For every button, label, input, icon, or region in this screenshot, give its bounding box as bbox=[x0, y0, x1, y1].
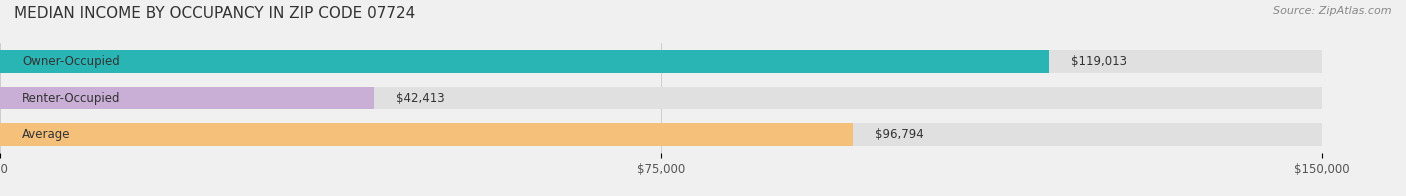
Text: Owner-Occupied: Owner-Occupied bbox=[22, 55, 120, 68]
Text: MEDIAN INCOME BY OCCUPANCY IN ZIP CODE 07724: MEDIAN INCOME BY OCCUPANCY IN ZIP CODE 0… bbox=[14, 6, 415, 21]
Text: Average: Average bbox=[22, 128, 70, 141]
Text: $42,413: $42,413 bbox=[395, 92, 444, 104]
Bar bbox=[0, 50, 1322, 73]
Bar bbox=[0, 87, 374, 109]
Text: $119,013: $119,013 bbox=[1070, 55, 1126, 68]
Text: Source: ZipAtlas.com: Source: ZipAtlas.com bbox=[1274, 6, 1392, 16]
Bar bbox=[0, 50, 1049, 73]
Bar bbox=[0, 123, 1322, 146]
Text: $96,794: $96,794 bbox=[875, 128, 924, 141]
Bar bbox=[0, 123, 853, 146]
Text: Renter-Occupied: Renter-Occupied bbox=[22, 92, 121, 104]
Bar bbox=[0, 87, 1322, 109]
